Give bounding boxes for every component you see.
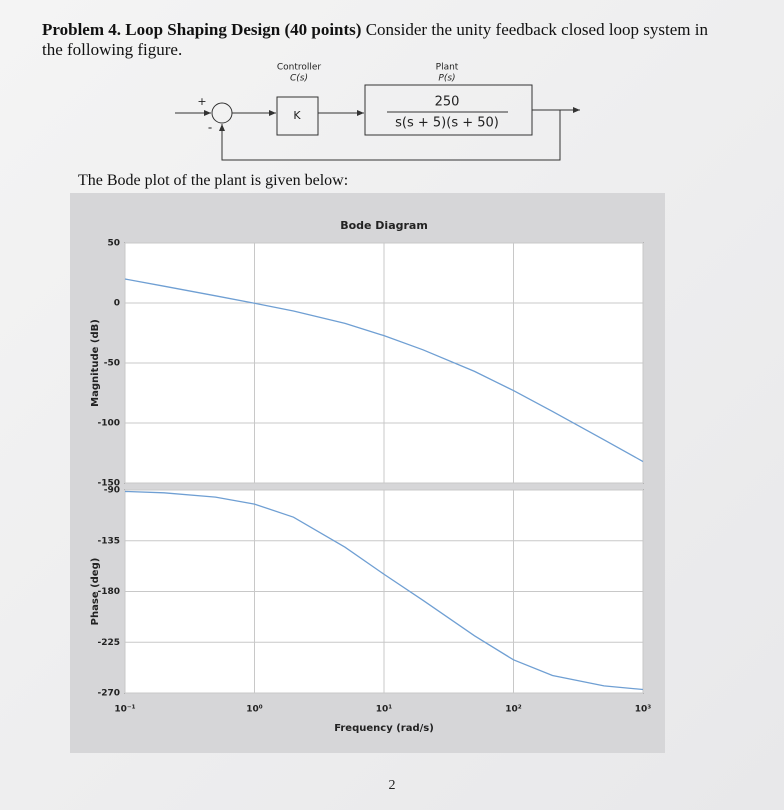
x-tick-label: 10³ [635,705,652,715]
controller-label: Controller [277,63,322,73]
x-tick-label: 10² [505,705,522,715]
plant-numerator: 250 [435,95,460,110]
y-tick-label: 0 [114,299,120,309]
x-tick-label: 10⁻¹ [114,705,135,715]
x-tick-label: 10⁰ [246,705,263,715]
controller-gain: K [293,109,301,122]
y-tick-label: 50 [107,239,120,249]
plus-sign: + [197,95,206,108]
controller-symbol: C(s) [290,74,308,84]
plant-denominator: s(s + 5)(s + 50) [395,116,499,131]
page-number: 2 [389,778,396,793]
chart-title: Bode Diagram [340,219,428,232]
y-tick-label: -270 [97,689,120,699]
y-axis-label: Phase (deg) [90,558,101,626]
block-diagram [175,84,580,161]
controller-block [276,96,319,136]
x-tick-label: 10¹ [376,705,393,715]
problem-heading: Problem 4. Loop Shaping Design (40 point… [42,20,362,39]
caption: The Bode plot of the plant is given belo… [78,172,349,189]
y-tick-label: -150 [97,479,120,489]
data-line [124,278,644,463]
y-axis-label: Magnitude (dB) [90,319,101,407]
y-tick-label: -225 [97,638,120,648]
feedback-path [219,110,561,161]
y-tick-label: -180 [97,587,120,597]
y-tick-label: -90 [104,486,120,496]
plant-symbol: P(s) [438,74,455,84]
plant-label: Plant [436,63,459,73]
minus-sign: - [208,121,212,135]
problem-text: Consider the unity feedback closed loop … [42,20,708,59]
summing-junction [211,102,233,124]
x-axis-label: Frequency (rad/s) [334,723,434,734]
y-tick-label: -135 [97,536,120,546]
problem-statement: Problem 4. Loop Shaping Design (40 point… [42,20,722,60]
data-line [124,490,644,691]
y-tick-label: -50 [104,359,120,369]
y-tick-label: -100 [97,419,120,429]
